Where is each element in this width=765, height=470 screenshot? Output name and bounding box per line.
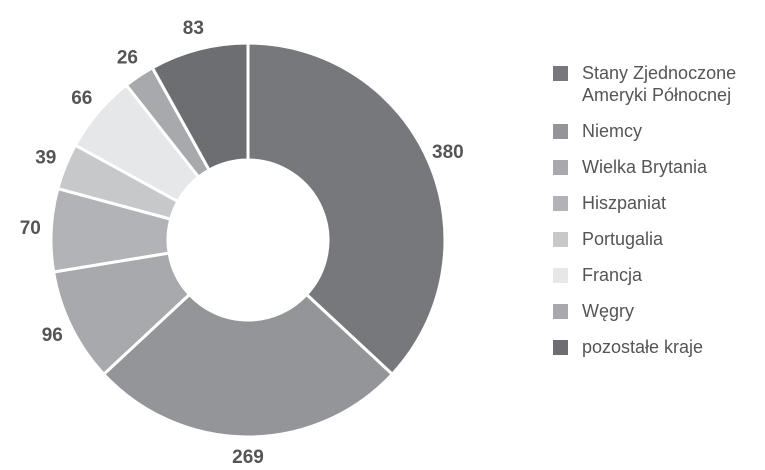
- legend-label: Francja: [582, 265, 643, 285]
- legend-label: Portugalia: [582, 229, 664, 249]
- legend-item: Hiszpaniat: [553, 192, 753, 214]
- legend-item: Wielka Brytania: [553, 156, 753, 178]
- legend-label: Stany Zjednoczone Ameryki Północnej: [582, 63, 737, 105]
- legend-label: Niemcy: [582, 121, 643, 141]
- data-label: 380: [432, 142, 464, 163]
- legend-label: pozostałe kraje: [582, 337, 704, 357]
- data-label: 66: [71, 88, 92, 109]
- legend: Stany Zjednoczone Ameryki Północnej Niemc…: [553, 62, 753, 372]
- donut-slice: [150, 41, 250, 173]
- data-label: 70: [20, 218, 41, 239]
- chart: 380 269 96 70 39 66 26 83: [20, 18, 464, 468]
- legend-swatch: [553, 232, 568, 247]
- legend-item: Węgry: [553, 300, 753, 322]
- legend-swatch: [553, 268, 568, 283]
- legend-swatch: [553, 304, 568, 319]
- donut-slice: [101, 292, 395, 439]
- data-label: 269: [232, 447, 264, 468]
- legend-item: Francja: [553, 264, 753, 286]
- legend-swatch: [553, 340, 568, 355]
- data-label: 39: [35, 148, 56, 169]
- legend-label: Hiszpaniat: [582, 193, 667, 213]
- legend-label: Węgry: [582, 301, 635, 321]
- legend-item: pozostałe kraje: [553, 336, 753, 358]
- data-label: 83: [183, 18, 204, 39]
- legend-item: Stany Zjednoczone Ameryki Północnej: [553, 62, 753, 106]
- legend-item: Portugalia: [553, 228, 753, 250]
- legend-swatch: [553, 196, 568, 211]
- legend-swatch: [553, 124, 568, 139]
- legend-swatch: [553, 160, 568, 175]
- legend-item: Niemcy: [553, 120, 753, 142]
- legend-label: Wielka Brytania: [582, 157, 708, 177]
- data-label: 96: [42, 325, 63, 346]
- data-label: 26: [117, 47, 138, 68]
- legend-swatch: [553, 66, 568, 81]
- donut-slice: [246, 41, 447, 377]
